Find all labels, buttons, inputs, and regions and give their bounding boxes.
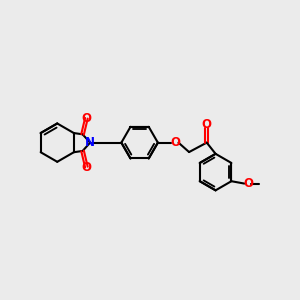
Text: O: O bbox=[81, 112, 92, 125]
Text: O: O bbox=[170, 136, 180, 148]
Text: O: O bbox=[202, 118, 212, 131]
Text: O: O bbox=[243, 177, 253, 190]
Text: O: O bbox=[81, 160, 92, 173]
Text: N: N bbox=[85, 136, 95, 149]
